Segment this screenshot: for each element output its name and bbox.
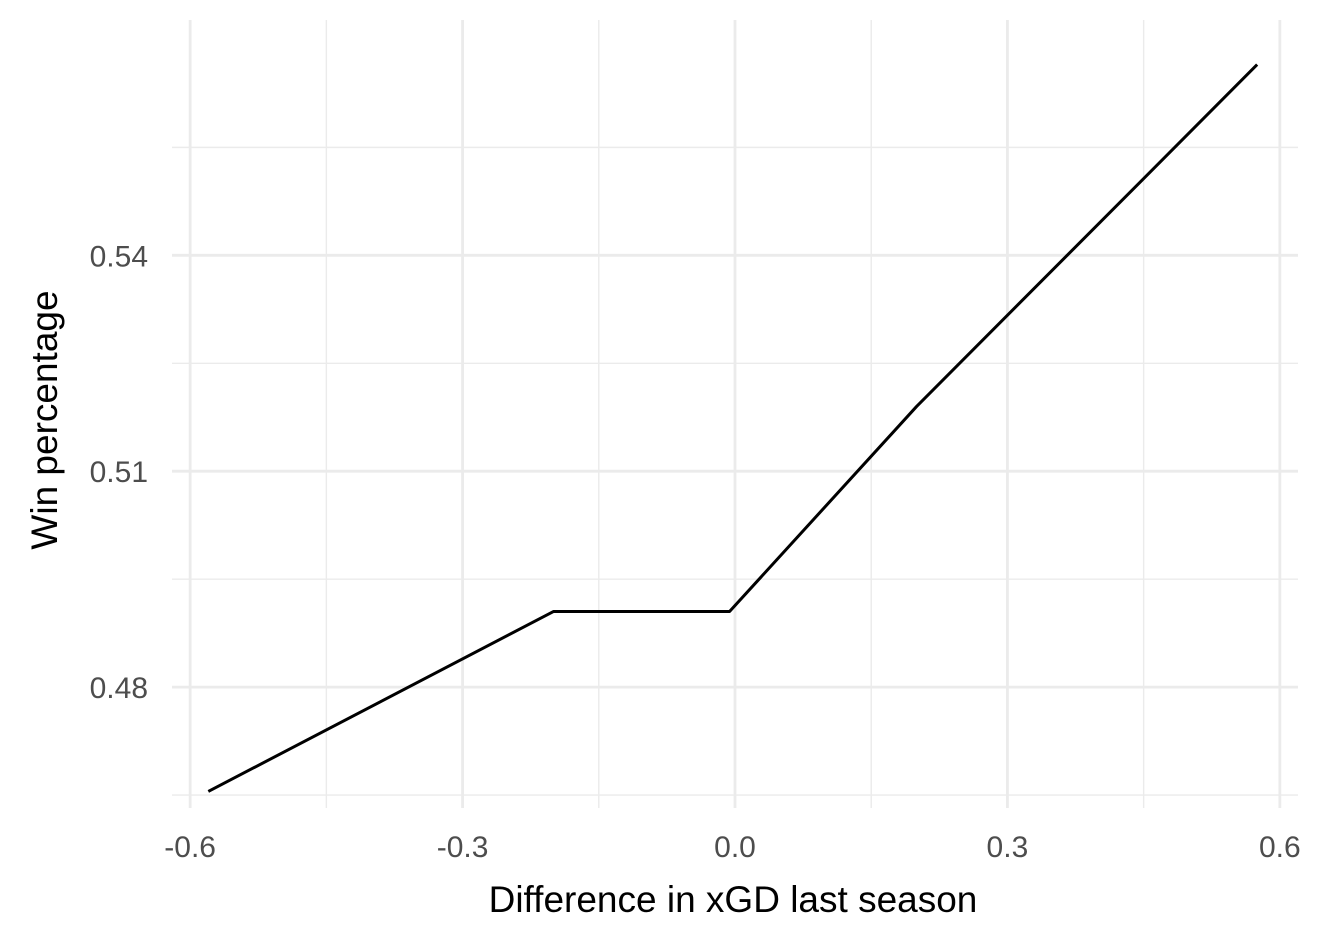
y-axis-tick-labels: 0.48 0.51 0.54 (90, 240, 148, 705)
y-tick-label: 0.51 (90, 456, 148, 489)
y-axis-title: Win percentage (24, 290, 65, 549)
y-tick-label: 0.48 (90, 672, 148, 705)
series-line-0 (207, 63, 1259, 793)
x-axis-tick-labels: -0.6 -0.3 0.0 0.3 0.6 (164, 831, 1300, 864)
x-tick-label: -0.3 (437, 831, 489, 864)
x-tick-label: -0.6 (164, 831, 216, 864)
series-layer (207, 63, 1259, 793)
major-gridlines (172, 20, 1298, 808)
y-tick-label: 0.54 (90, 240, 148, 273)
x-tick-label: 0.6 (1259, 831, 1301, 864)
x-tick-label: 0.0 (714, 831, 756, 864)
x-tick-label: 0.3 (987, 831, 1029, 864)
x-axis-title: Difference in xGD last season (489, 879, 978, 920)
